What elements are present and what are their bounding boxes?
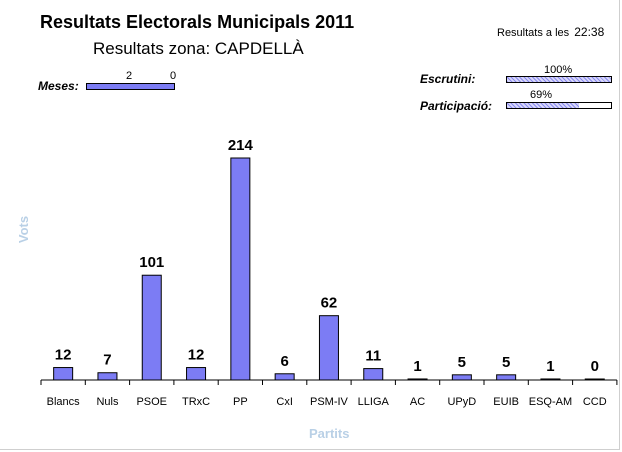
category-label-psm-iv: PSM-IV (310, 396, 349, 408)
data-label-blancs: 12 (55, 347, 72, 364)
category-label-ac: AC (410, 396, 425, 408)
data-label-psoe: 101 (139, 254, 164, 271)
turnout-progress-bar (506, 102, 612, 109)
bar-psoe (141, 274, 162, 381)
scrutiny-progress-bar (506, 76, 612, 83)
bar-cxi (274, 373, 295, 381)
category-label-esq-am: ESQ-AM (529, 396, 572, 408)
updated-label: Resultats a les (497, 27, 570, 39)
category-label-upyd: UPyD (447, 396, 476, 408)
data-label-euib: 5 (502, 354, 510, 371)
data-label-trxc: 12 (188, 347, 205, 364)
bar-nuls (97, 372, 118, 381)
data-label-pp: 214 (228, 137, 254, 154)
bar-ac (407, 378, 428, 381)
zone-subtitle: Resultats zona: CAPDELLÀ (93, 39, 304, 58)
category-label-ccd: CCD (583, 396, 607, 408)
category-label-trxc: TRxC (182, 396, 210, 408)
category-label-cxi: CxI (276, 396, 293, 408)
bar-pp (230, 157, 251, 381)
tables-pending: 0 (170, 70, 177, 82)
data-label-esq-am: 1 (546, 358, 554, 375)
bar-lliga (363, 368, 384, 381)
page-title: Resultats Electorals Municipals 2011 (40, 12, 355, 32)
bar-ccd (584, 378, 605, 381)
tables-label: Meses: (38, 79, 79, 93)
tables-progress-bar (86, 83, 175, 90)
data-label-psm-iv: 62 (321, 295, 338, 312)
bar-esq-am (540, 378, 561, 381)
data-label-ac: 1 (413, 358, 421, 375)
tables-counted: 2 (126, 70, 133, 82)
bar-upyd (451, 374, 472, 381)
bar-euib (496, 374, 517, 381)
turnout-value: 69% (530, 89, 553, 101)
category-label-psoe: PSOE (136, 396, 167, 408)
category-label-blancs: Blancs (47, 396, 81, 408)
category-label-lliga: LLIGA (358, 396, 390, 408)
category-label-nuls: Nuls (96, 396, 119, 408)
data-label-lliga: 11 (365, 348, 381, 365)
scrutiny-label: Escrutini: (420, 72, 476, 86)
updated-time-value: 22:38 (574, 25, 605, 39)
tables-progress-fill (87, 84, 174, 89)
data-label-cxi: 6 (280, 353, 288, 370)
bar-trxc (186, 367, 207, 381)
category-label-euib: EUIB (493, 396, 519, 408)
bar-blancs (53, 367, 74, 381)
scrutiny-value: 100% (544, 64, 573, 76)
category-label-pp: PP (233, 396, 248, 408)
data-label-ccd: 0 (591, 358, 599, 375)
scrutiny-progress-fill (507, 77, 611, 82)
updated-time: Resultats a les 22:38 (497, 25, 604, 39)
data-label-nuls: 7 (103, 352, 111, 369)
data-label-upyd: 5 (458, 354, 466, 371)
bar-psm-iv (318, 315, 339, 381)
turnout-progress-fill (507, 103, 579, 108)
x-axis-title: Partits (309, 426, 350, 441)
turnout-label: Participació: (420, 99, 493, 113)
